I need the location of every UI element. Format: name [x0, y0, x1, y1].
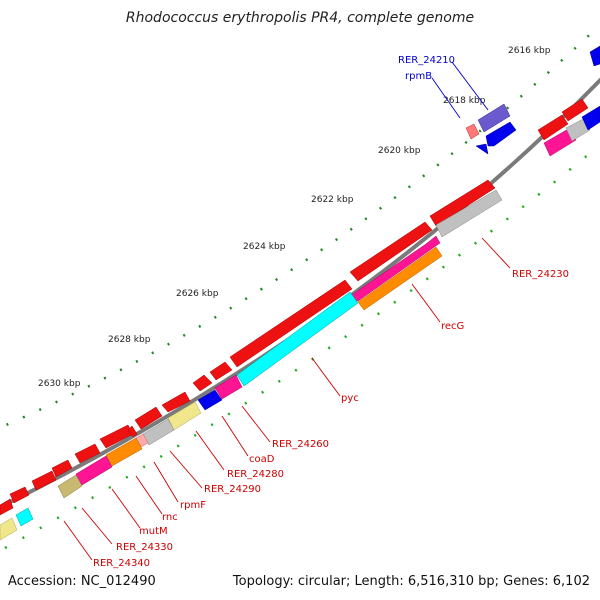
tick-label: 2620 kbp: [378, 146, 421, 156]
gene-label-RER_24330: RER_24330: [116, 542, 173, 553]
tick-label: 2630 kbp: [38, 379, 81, 389]
tick-label: 2628 kbp: [108, 335, 151, 345]
gene-label-mutM: mutM: [139, 526, 168, 537]
gene-label-RER_24230: RER_24230: [512, 269, 569, 280]
tick-label: 2626 kbp: [176, 289, 219, 299]
genome-summary-text: Topology: circular; Length: 6,516,310 bp…: [232, 574, 590, 589]
leader-lines: [63, 61, 511, 561]
gene-label-recG: recG: [441, 321, 464, 332]
gene-labels: RER_24210 rpmB RER_24230 recG pyc RER_24…: [93, 55, 569, 569]
gene-label-RER_24210: RER_24210: [398, 55, 455, 66]
gene-label-rnc: rnc: [162, 512, 178, 523]
tick-label: 2624 kbp: [243, 242, 286, 252]
gene-label-rpmF: rpmF: [180, 500, 206, 511]
gene-label-RER_24340: RER_24340: [93, 558, 150, 569]
inner-ruler: [4, 144, 600, 550]
tick-label: 2622 kbp: [311, 195, 354, 205]
tick-label: 2616 kbp: [508, 46, 551, 56]
tick-label: 2618 kbp: [443, 96, 486, 106]
rpmB-region-features: [465, 103, 517, 155]
reverse-strand-features: [0, 45, 600, 541]
gene-label-pyc: pyc: [341, 393, 359, 404]
gene-label-RER_24280: RER_24280: [227, 469, 284, 480]
gene-label-rpmB: rpmB: [405, 71, 432, 82]
map-title: Rhodococcus erythropolis PR4, complete g…: [125, 10, 475, 26]
outer-ruler: [0, 24, 600, 429]
accession-text: Accession: NC_012490: [8, 574, 156, 589]
gene-label-RER_24290: RER_24290: [204, 484, 261, 495]
gene-label-RER_24260: RER_24260: [272, 439, 329, 450]
gene-label-coaD: coaD: [249, 454, 275, 465]
tick-labels: 2616 kbp 2618 kbp 2620 kbp 2622 kbp 2624…: [38, 46, 551, 389]
forward-strand-features: [0, 98, 589, 516]
